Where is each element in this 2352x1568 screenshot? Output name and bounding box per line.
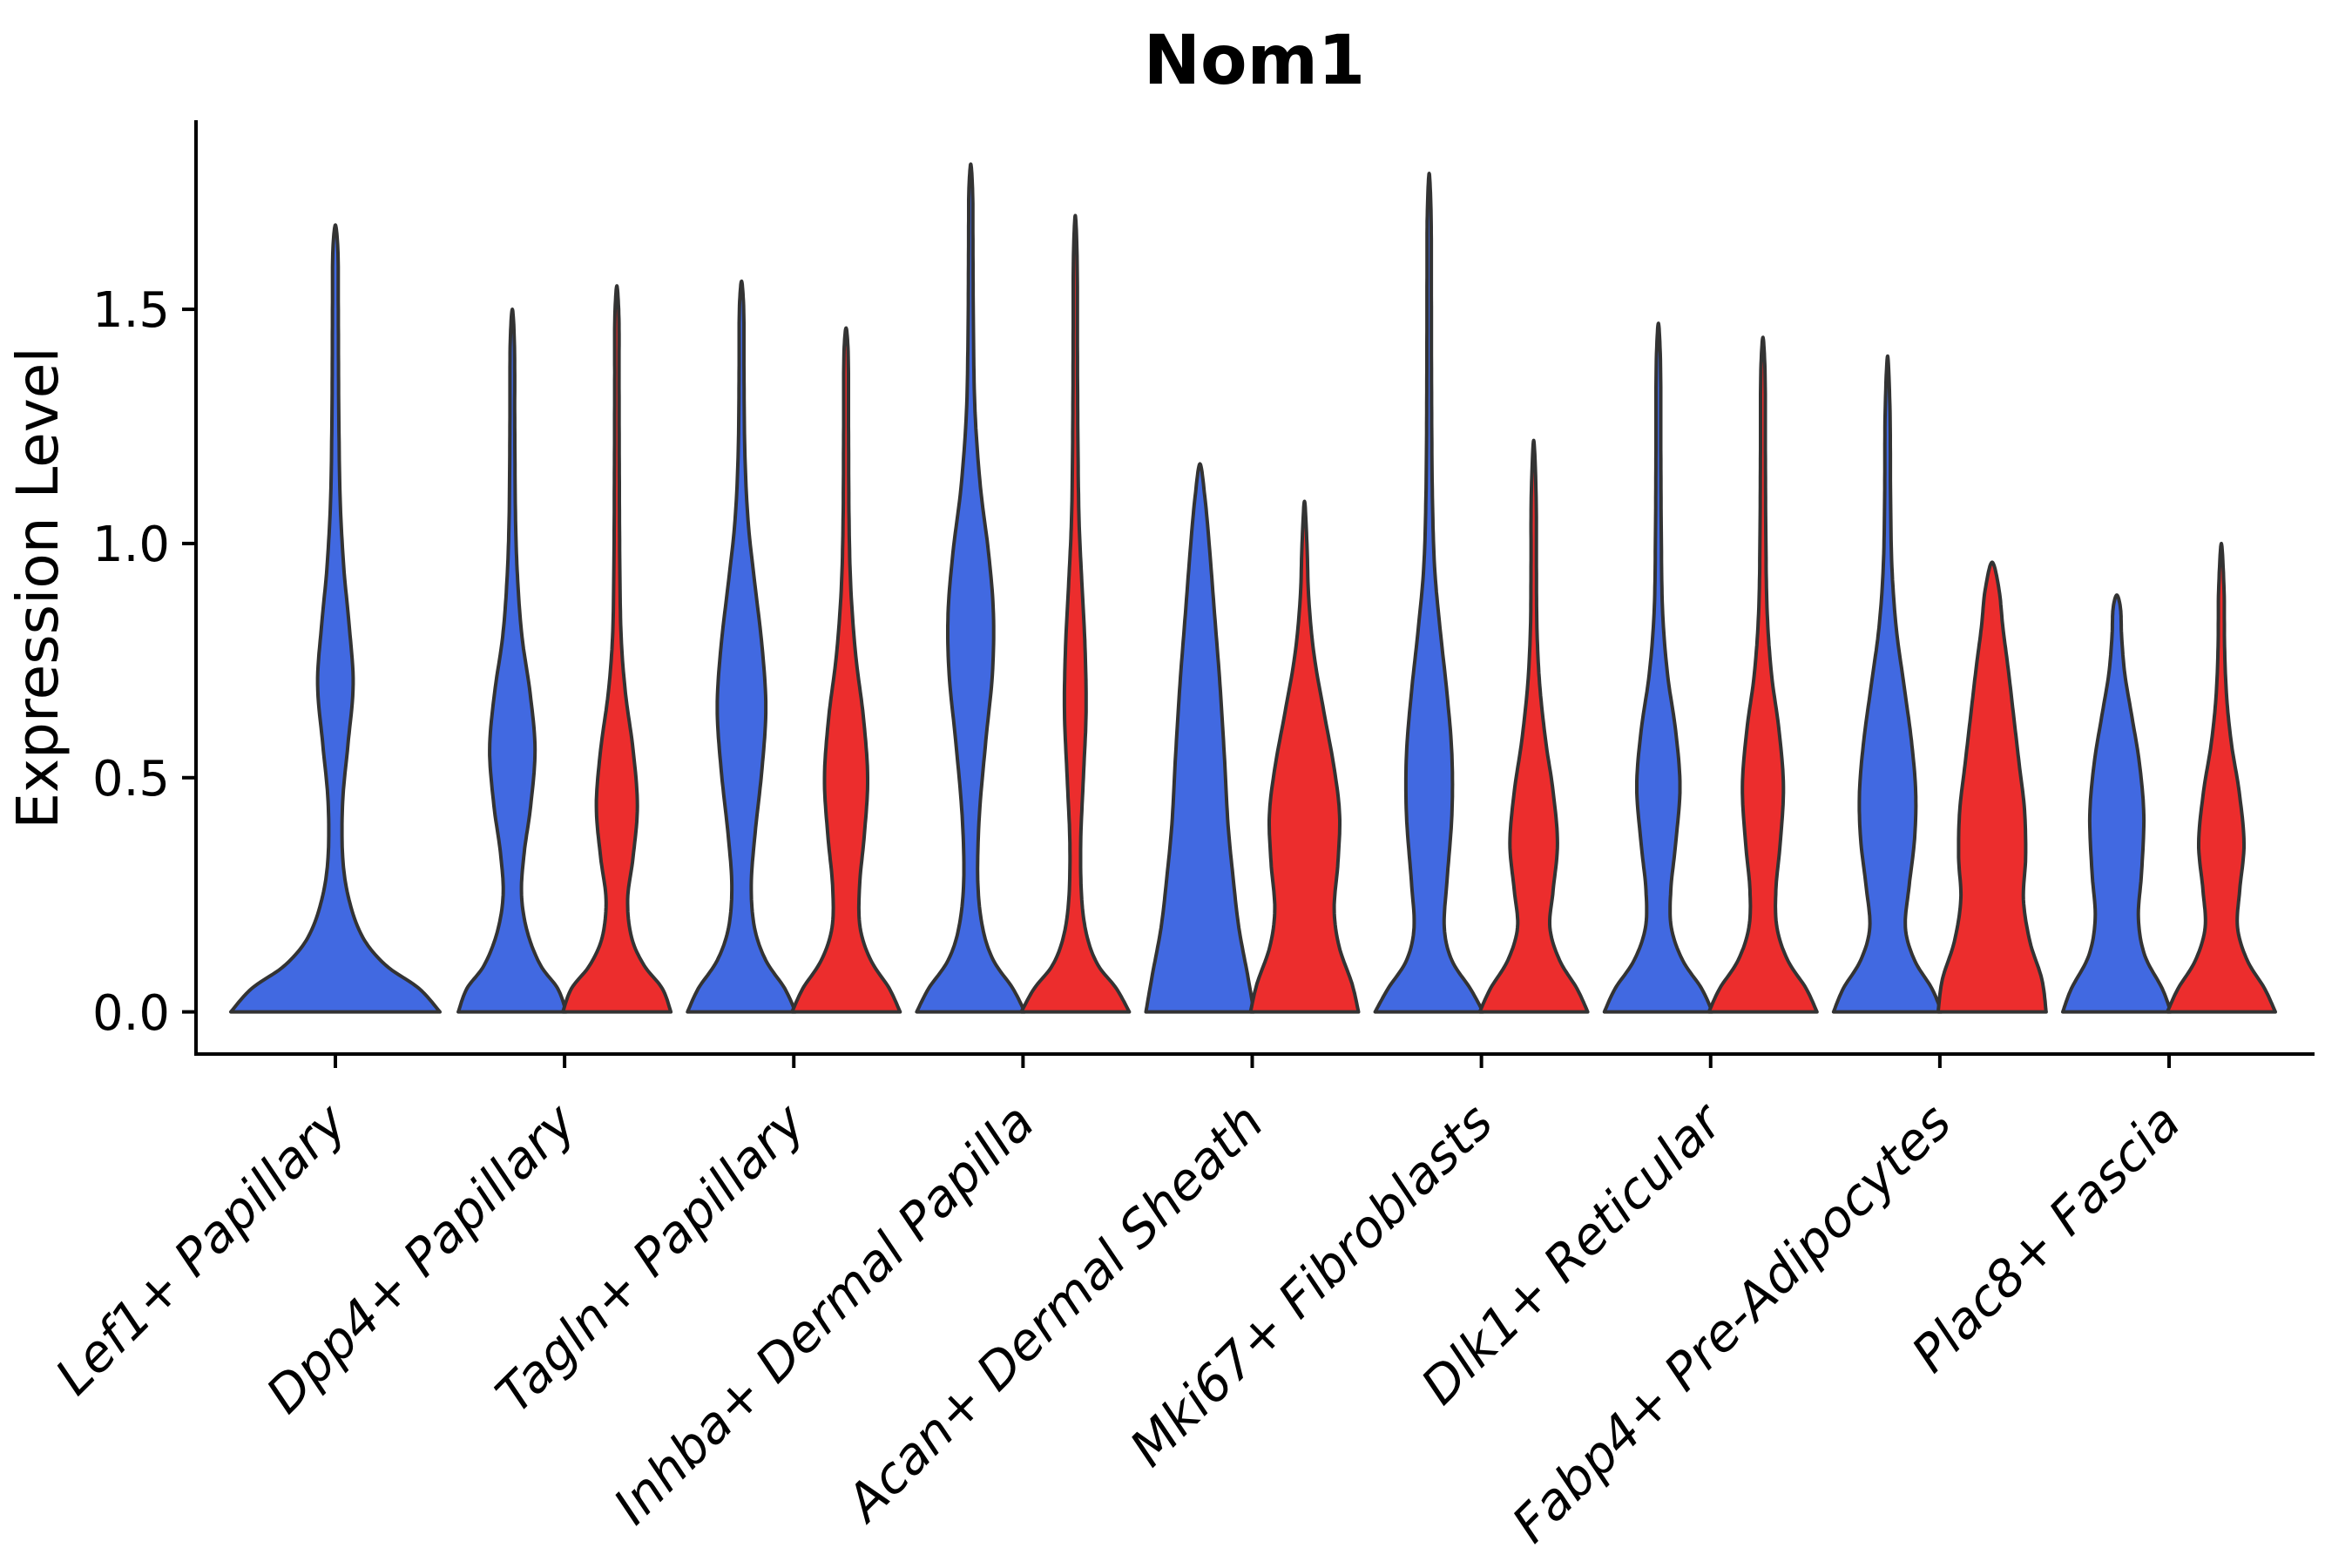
x-tick-label: Acan+ Dermal Sheath <box>833 1092 1275 1535</box>
violin-blue-7 <box>1831 354 1943 1014</box>
violin-red-1 <box>561 284 673 1014</box>
violin-red-2 <box>790 326 902 1014</box>
violin-blue-5 <box>1373 172 1485 1014</box>
chart-title: Nom1 <box>1144 22 1365 100</box>
violin-red-6 <box>1707 335 1819 1014</box>
violin-blue-3 <box>915 162 1027 1014</box>
violin-red-4 <box>1248 499 1361 1014</box>
violin-blue-6 <box>1602 321 1714 1014</box>
y-tick-label: 1.0 <box>92 517 170 573</box>
x-tick-label: Fabp4+ Pre-Adipocytes <box>1501 1092 1963 1554</box>
violin-red-7 <box>1936 560 2048 1014</box>
y-tick-label: 0.0 <box>92 985 170 1042</box>
x-tick-label: Inhba+ Dermal Papilla <box>602 1092 1045 1536</box>
violin-red-3 <box>1019 213 1132 1014</box>
violin-red-5 <box>1477 438 1590 1014</box>
violin-blue-0 <box>229 223 442 1014</box>
violins-layer <box>229 162 2277 1014</box>
violin-blue-2 <box>686 279 798 1014</box>
violin-blue-8 <box>2061 593 2173 1014</box>
y-axis-label: Expression Level <box>4 347 71 828</box>
y-tick-label: 1.5 <box>92 282 170 339</box>
violin-blue-4 <box>1144 462 1256 1014</box>
violin-red-8 <box>2166 541 2277 1014</box>
y-tick-label: 0.5 <box>92 751 170 808</box>
violin-blue-1 <box>456 308 569 1014</box>
